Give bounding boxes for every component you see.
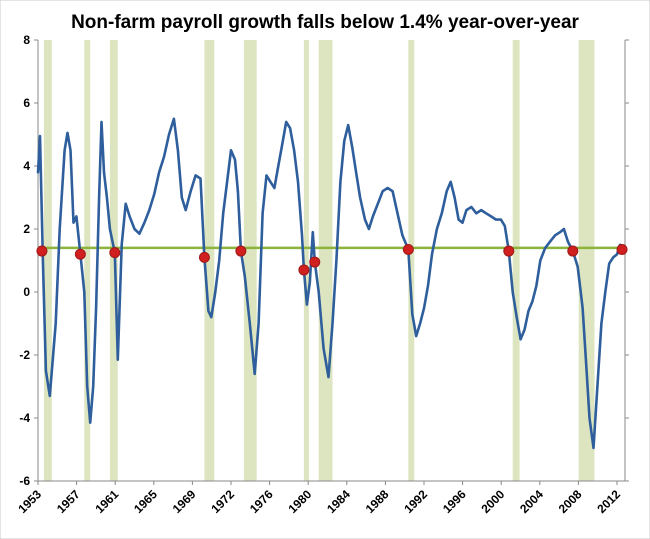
y-tick-label: -6	[19, 474, 30, 488]
signal-point	[616, 243, 628, 255]
series-line	[36, 117, 625, 450]
y-axis-ticks: 8 6 4 2 0 -2 -4 -6	[19, 33, 629, 488]
recession-band	[512, 40, 520, 481]
chart-title: Non-farm payroll growth falls below 1.4%…	[71, 12, 579, 33]
y-tick-label: 2	[23, 222, 30, 236]
recession-band	[578, 40, 595, 481]
recession-band	[43, 40, 52, 481]
recession-band	[303, 40, 309, 481]
recession-bands	[43, 40, 595, 481]
signal-point	[36, 245, 48, 257]
signal-point	[198, 251, 210, 263]
x-axis-ticks: 1953 1957 1961 1965 1969 1972 1976 1980 1984 1988…	[15, 481, 623, 516]
payroll-growth-series	[36, 117, 625, 450]
axes	[37, 40, 626, 482]
y-tick-label: 8	[23, 33, 30, 47]
recession-band	[318, 40, 333, 481]
signal-point	[298, 264, 310, 276]
recession-band	[243, 40, 257, 481]
signal-point	[402, 243, 414, 255]
signal-markers	[36, 243, 628, 276]
recession-band	[84, 40, 91, 481]
signal-point	[309, 256, 321, 268]
signal-point	[503, 245, 515, 257]
signal-point	[74, 248, 86, 260]
y-tick-label: 4	[23, 159, 30, 173]
y-tick-label: 0	[23, 285, 30, 299]
recession-band	[204, 40, 215, 481]
signal-point	[109, 247, 121, 259]
signal-point	[235, 245, 247, 257]
signal-point	[567, 245, 579, 257]
y-tick-label: -2	[19, 348, 30, 362]
y-tick-label: -4	[19, 411, 30, 425]
y-tick-label: 6	[23, 96, 30, 110]
recession-band	[408, 40, 415, 481]
